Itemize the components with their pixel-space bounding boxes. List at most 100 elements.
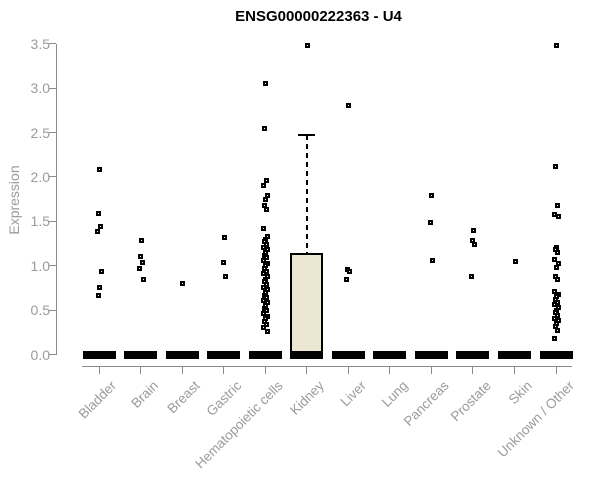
median-bar	[82, 350, 116, 359]
data-point	[263, 207, 269, 213]
median-bar	[373, 350, 407, 359]
x-axis-tick-label: Brain	[128, 378, 162, 411]
data-point	[264, 328, 270, 334]
x-axis-tick-label: Lung	[378, 378, 411, 410]
y-axis-tick	[49, 87, 56, 89]
data-point	[551, 302, 557, 308]
y-axis-tick	[49, 265, 56, 267]
data-point	[263, 255, 269, 261]
data-point	[95, 210, 101, 216]
data-point	[260, 325, 266, 331]
data-point	[551, 211, 557, 217]
y-axis-tick-label: 2.5	[30, 124, 50, 141]
box-iqr	[290, 253, 324, 359]
x-axis-tick-label: Pancreas	[401, 378, 453, 429]
whisker-cap	[298, 134, 316, 137]
median-bar	[165, 350, 199, 359]
data-point	[468, 273, 474, 279]
x-axis-tick	[223, 366, 225, 374]
data-point	[260, 257, 266, 263]
data-point	[260, 297, 266, 303]
median-bar	[331, 350, 365, 359]
data-point	[554, 202, 560, 208]
x-axis-tick-label: Kidney	[287, 378, 328, 418]
x-axis-tick-label: Skin	[505, 378, 536, 408]
data-point	[137, 254, 143, 260]
data-point	[429, 257, 435, 263]
data-point	[260, 311, 266, 317]
y-axis-tick-label: 3.5	[30, 35, 50, 52]
y-axis-tick-label: 0.0	[30, 346, 50, 363]
x-axis-tick-label: Unknown / Other	[494, 378, 577, 461]
x-axis-tick	[140, 366, 142, 374]
data-point	[263, 268, 269, 274]
y-axis-tick-label: 2.0	[30, 168, 50, 185]
median-bar	[290, 350, 324, 359]
data-point	[263, 295, 269, 301]
y-axis-tick-label: 1.0	[30, 257, 50, 274]
data-point	[94, 229, 100, 235]
data-point	[222, 273, 228, 279]
y-axis-line	[56, 43, 57, 356]
data-point	[96, 167, 102, 173]
x-axis-tick	[264, 366, 266, 374]
median-bar	[248, 350, 282, 359]
y-axis-tick	[49, 176, 56, 178]
x-axis-tick-label: Gastric	[203, 378, 245, 419]
data-point	[98, 268, 104, 274]
data-point	[261, 202, 267, 208]
data-point	[260, 183, 266, 189]
data-point	[138, 238, 144, 244]
x-axis-tick-label: Liver	[337, 378, 369, 410]
x-axis-tick	[472, 366, 474, 374]
data-point	[139, 259, 145, 265]
x-axis-tick	[347, 366, 349, 374]
data-point	[343, 277, 349, 283]
data-point	[260, 284, 266, 290]
data-point	[263, 281, 269, 287]
data-point	[263, 308, 269, 314]
data-point	[552, 163, 558, 169]
data-point	[551, 336, 557, 342]
data-point	[512, 258, 518, 264]
data-point	[553, 42, 559, 48]
y-axis-tick	[49, 354, 56, 355]
x-axis-tick	[430, 366, 432, 374]
data-point	[220, 259, 226, 265]
median-bar	[124, 350, 158, 359]
data-point	[221, 234, 227, 240]
whisker-line	[305, 135, 308, 255]
data-point	[263, 321, 269, 327]
data-point	[95, 292, 101, 298]
y-axis-tick-label: 3.0	[30, 80, 50, 97]
data-point	[97, 224, 103, 230]
data-point	[304, 42, 310, 48]
data-point	[471, 241, 477, 247]
median-bar	[207, 350, 241, 359]
x-axis-tick-label: Prostate	[447, 378, 494, 425]
data-point	[263, 177, 269, 183]
data-point	[551, 288, 557, 294]
data-point	[427, 219, 433, 225]
y-axis-tick	[49, 309, 56, 311]
data-point	[263, 241, 269, 247]
data-point	[260, 271, 266, 277]
data-point	[554, 299, 560, 305]
data-point	[551, 256, 557, 262]
x-axis-tick	[98, 366, 100, 374]
data-point	[96, 285, 102, 291]
data-point	[346, 269, 352, 275]
x-axis-tick	[306, 366, 308, 374]
data-point	[551, 315, 557, 321]
data-point	[554, 249, 560, 255]
data-point	[262, 81, 268, 87]
data-point	[554, 276, 560, 282]
y-axis-tick	[49, 132, 56, 133]
data-point	[470, 227, 476, 233]
data-point	[136, 265, 142, 271]
data-point	[140, 276, 146, 282]
median-bar	[539, 350, 573, 359]
x-axis-tick-label: Breast	[164, 378, 203, 417]
x-axis-tick-label: Bladder	[76, 378, 120, 422]
